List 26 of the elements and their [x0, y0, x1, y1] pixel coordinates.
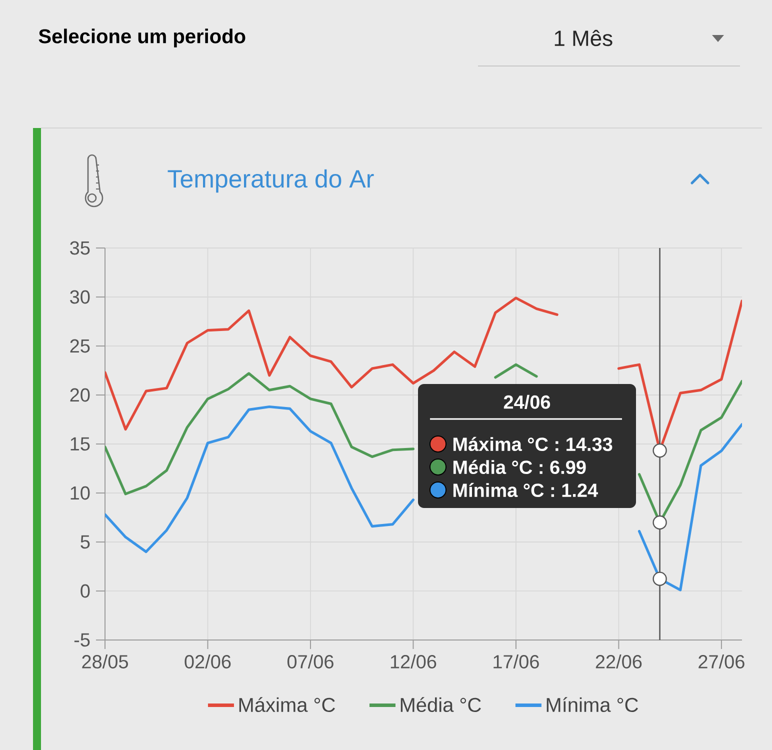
annotation: Média °C : 6.99	[453, 460, 586, 474]
annotation: Máxima °C : 14.33	[453, 436, 612, 452]
y-tick-label: 5	[80, 535, 90, 549]
x-tick-label: 28/05	[82, 654, 128, 668]
x-tick-label: 22/06	[596, 654, 642, 668]
legend-label: Máxima °C	[239, 697, 335, 712]
y-tick-label: 30	[70, 290, 90, 304]
y-tick-label: 25	[70, 339, 90, 353]
legend-label: Média °C	[400, 697, 481, 712]
x-tick-label: 17/06	[494, 654, 539, 668]
y-tick-label: 35	[70, 241, 90, 255]
x-tick-label: 27/06	[698, 654, 744, 668]
y-tick-label: -5	[74, 633, 90, 647]
text: 1 Mês	[554, 30, 612, 46]
y-tick-label: 20	[70, 388, 90, 402]
annotation: Mínima °C : 1.24	[453, 482, 598, 498]
y-tick-label: 15	[70, 437, 90, 451]
y-tick-label: 10	[70, 486, 90, 500]
x-tick-label: 02/06	[184, 654, 231, 668]
legend-label: Mínima °C	[546, 697, 638, 712]
x-tick-label: 12/06	[390, 654, 436, 668]
text: Selecione um periodo	[38, 28, 246, 48]
annotation: 24/06	[504, 394, 550, 410]
chart-title: Temperatura do Ar	[168, 169, 374, 193]
x-tick-label: 07/06	[287, 654, 334, 668]
y-tick-label: 0	[80, 584, 90, 598]
